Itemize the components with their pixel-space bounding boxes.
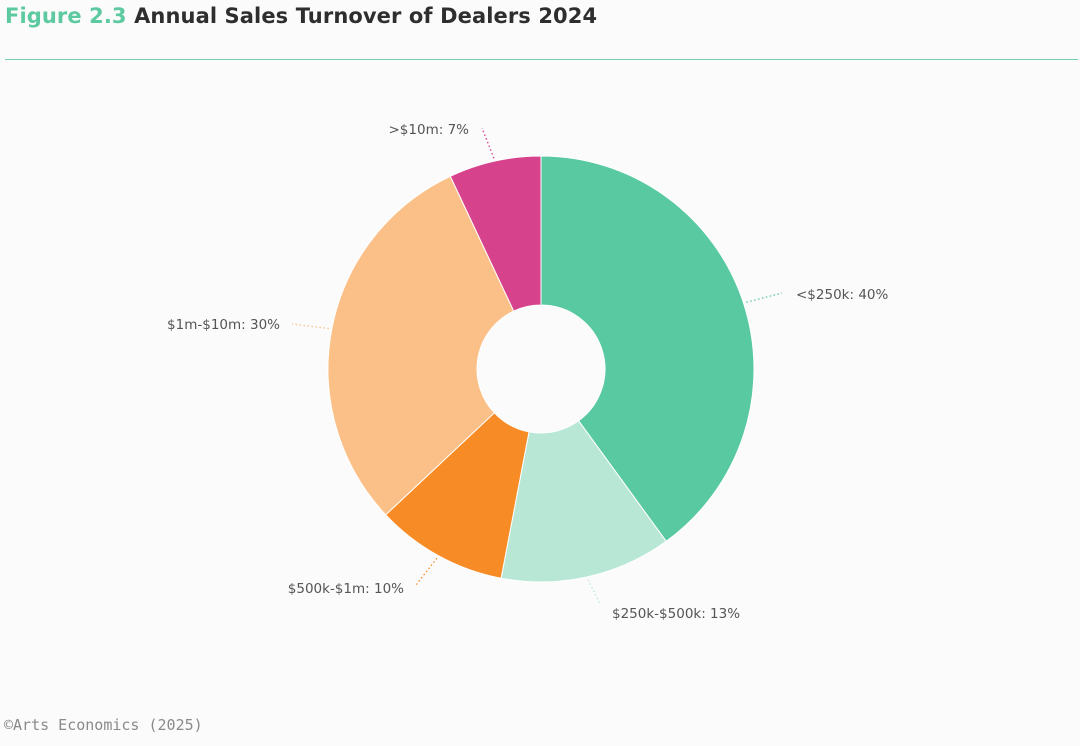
- chart-header: Figure 2.3 Annual Sales Turnover of Deal…: [5, 4, 597, 28]
- leader-line: [415, 557, 438, 586]
- slice-label: $250k-$500k: 13%: [612, 606, 740, 622]
- slice-500k-1m: [385, 412, 530, 579]
- leader-line: [587, 579, 601, 605]
- source-credit: ©Arts Economics (2025): [4, 716, 203, 734]
- leader-line: [291, 323, 329, 330]
- slice-label: $500k-$1m: 10%: [288, 581, 404, 597]
- slice-labels: <$250k: 40% $250k-$500k: 13% $500k-$1m: 10…: [167, 122, 888, 622]
- slice-1m-10m: [327, 175, 515, 516]
- figure-number: Figure 2.3: [5, 4, 127, 28]
- slice-10m: [449, 155, 542, 312]
- leader-lines: [291, 127, 783, 605]
- chart-title: Annual Sales Turnover of Dealers 2024: [134, 4, 598, 28]
- slice-label: >$10m: 7%: [389, 122, 470, 138]
- leader-line: [746, 292, 783, 303]
- slice-label: <$250k: 40%: [796, 287, 889, 303]
- header-divider: [5, 59, 1078, 60]
- leader-line: [481, 127, 495, 159]
- donut-slices: [327, 155, 755, 583]
- slice-label: $1m-$10m: 30%: [167, 317, 280, 333]
- slice-250k-500k: [500, 420, 667, 583]
- slice-250k: [540, 155, 755, 543]
